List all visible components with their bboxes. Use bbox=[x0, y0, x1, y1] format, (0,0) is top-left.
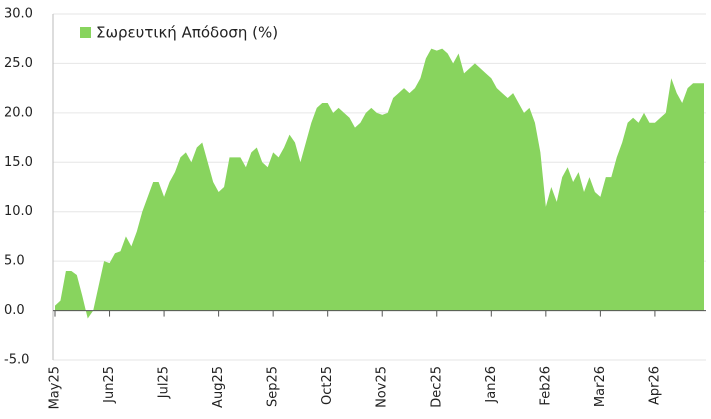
y-tick-label: 10.0 bbox=[4, 204, 33, 219]
legend-label: Σωρευτική Απόδοση (%) bbox=[96, 24, 278, 42]
area bbox=[55, 48, 704, 319]
x-tick-label: Sep25 bbox=[266, 366, 281, 407]
y-tick-label: 25.0 bbox=[4, 56, 33, 71]
x-tick-label: Jun25 bbox=[102, 366, 117, 404]
y-tick-label: -5.0 bbox=[4, 353, 29, 368]
y-tick-label: 30.0 bbox=[4, 7, 33, 22]
x-tick-label: Nov25 bbox=[375, 366, 390, 408]
x-tick-label: Apr26 bbox=[647, 366, 662, 405]
x-tick-label: Oct25 bbox=[320, 366, 335, 405]
x-tick-label: Jan26 bbox=[484, 366, 499, 404]
x-tick-label: May25 bbox=[48, 366, 63, 409]
legend-swatch bbox=[80, 27, 91, 38]
y-tick-label: 20.0 bbox=[4, 105, 33, 120]
y-tick-label: 5.0 bbox=[4, 254, 25, 269]
x-tick-label: Aug25 bbox=[211, 366, 226, 408]
y-tick-label: 15.0 bbox=[4, 155, 33, 170]
y-tick-label: 0.0 bbox=[4, 303, 25, 318]
x-tick-label: Feb26 bbox=[538, 366, 553, 406]
x-tick-label: Mar26 bbox=[593, 366, 608, 407]
x-tick-label: Jul25 bbox=[157, 366, 172, 399]
x-tick-label: Dec25 bbox=[429, 366, 444, 408]
